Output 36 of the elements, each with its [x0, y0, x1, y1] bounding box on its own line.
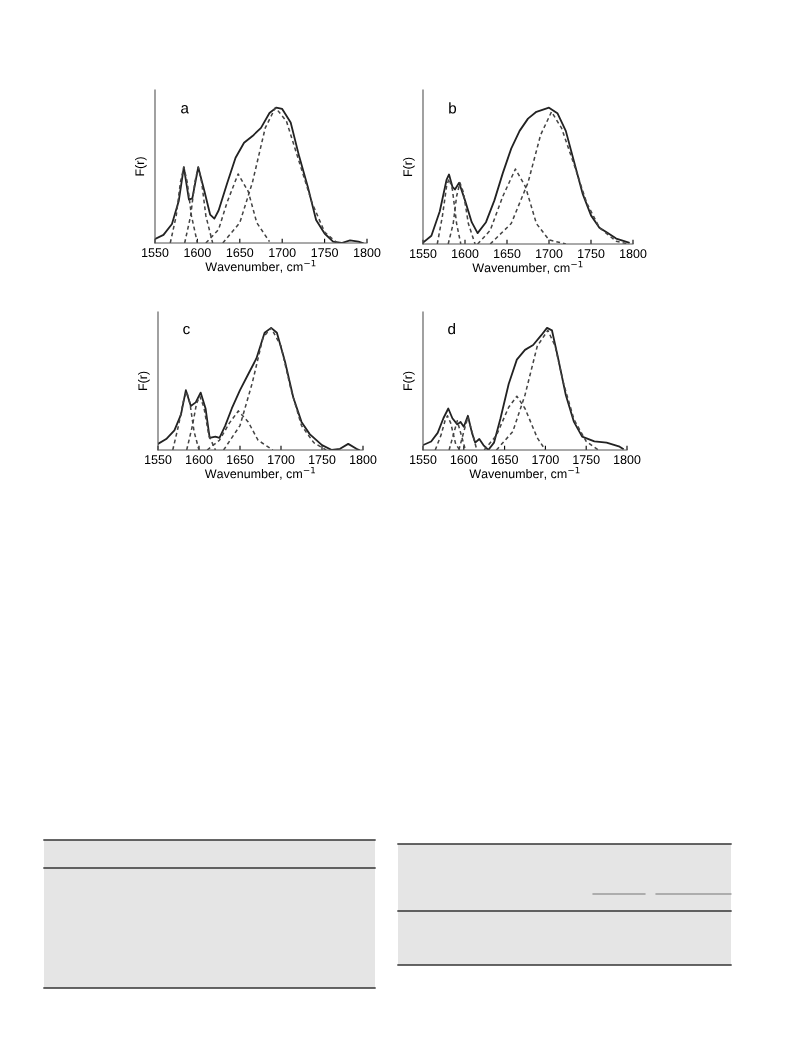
annotation: c — [183, 325, 190, 335]
y-axis-title: F(r) — [138, 371, 150, 391]
y-axis-title: F(r) — [403, 371, 415, 391]
x-tick-label: 1800 — [354, 248, 381, 258]
annotation: d — [448, 323, 455, 335]
x-tick-label: 1800 — [614, 455, 641, 465]
x-tick-label: 1650 — [227, 455, 254, 465]
annotation: a — [181, 105, 189, 114]
x-tick-label: 1700 — [269, 248, 296, 258]
x-tick-label: 1750 — [573, 455, 600, 465]
x-tick-label: 1550 — [142, 248, 169, 258]
x-tick-label: 1650 — [494, 249, 521, 259]
x-tick-label: 1800 — [620, 249, 647, 259]
x-axis-title: Wavenumber, cm$^{−1}$ — [205, 259, 316, 273]
x-tick-label: 1600 — [184, 248, 211, 258]
x-tick-label: 1750 — [578, 249, 605, 259]
annotation: b — [449, 102, 457, 114]
x-axis-title: Wavenumber, cm$^{−1}$ — [204, 466, 315, 480]
x-tick-label: 1600 — [450, 455, 478, 465]
y-axis-title: F(r) — [403, 157, 415, 177]
y-axis-title: F(r) — [135, 157, 147, 176]
x-tick-label: 1550 — [410, 249, 437, 259]
x-tick-label: 1550 — [410, 455, 437, 465]
x-tick-label: 1750 — [311, 248, 339, 258]
x-tick-label: 1700 — [532, 455, 559, 465]
x-axis-title: Wavenumber, cm$^{−1}$ — [469, 466, 580, 480]
x-tick-label: 1550 — [145, 455, 172, 465]
x-tick-label: 1600 — [186, 455, 213, 465]
x-tick-label: 1600 — [452, 249, 479, 259]
x-tick-label: 1700 — [268, 455, 295, 465]
x-tick-label: 1650 — [491, 455, 519, 465]
x-tick-label: 1650 — [226, 248, 254, 258]
x-axis-title: Wavenumber, cm$^{−1}$ — [472, 260, 583, 274]
x-tick-label: 1700 — [536, 249, 563, 259]
x-tick-label: 1800 — [350, 455, 377, 465]
x-tick-label: 1750 — [309, 455, 336, 465]
